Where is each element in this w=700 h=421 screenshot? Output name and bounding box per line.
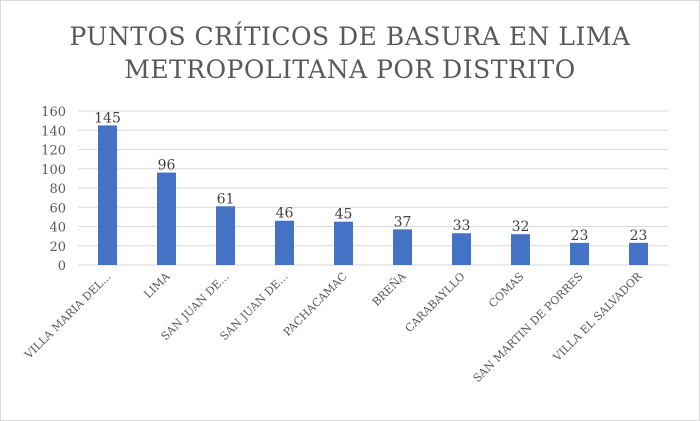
data-label: 32 xyxy=(512,219,530,235)
y-tick-label: 120 xyxy=(41,144,66,159)
chart-title: PUNTOS CRÍTICOS DE BASURA EN LIMA METROP… xyxy=(0,20,700,86)
y-tick-label: 80 xyxy=(49,182,66,197)
bar-2 xyxy=(216,206,235,265)
bar-5 xyxy=(393,229,412,265)
category-label: PACHACAMAC xyxy=(281,270,350,339)
y-tick-label: 60 xyxy=(49,201,66,216)
bar-6 xyxy=(452,233,471,265)
data-label: 45 xyxy=(335,207,353,223)
bar-0 xyxy=(98,125,117,265)
data-labels: 145 96 61 46 45 37 33 32 23 23 xyxy=(94,110,647,243)
bar-1 xyxy=(157,172,176,265)
bar-7 xyxy=(511,234,530,265)
chart-title-line-1: PUNTOS CRÍTICOS DE BASURA EN LIMA xyxy=(69,22,631,51)
y-tick-label: 20 xyxy=(49,240,66,255)
bar-3 xyxy=(275,220,294,265)
y-tick-label: 100 xyxy=(41,163,66,178)
category-label: VILLA MARIA DEL... xyxy=(22,270,114,362)
bar-4 xyxy=(334,221,353,265)
category-label: LIMA xyxy=(142,269,174,301)
data-label: 23 xyxy=(630,228,648,244)
data-label: 37 xyxy=(394,214,412,230)
data-label: 61 xyxy=(217,191,235,207)
category-label: BREÑA xyxy=(369,268,409,308)
data-label: 23 xyxy=(571,228,589,244)
bar-8 xyxy=(570,242,589,265)
gridlines xyxy=(78,110,668,266)
data-label: 96 xyxy=(158,158,176,174)
chart-title-line-2: METROPOLITANA POR DISTRITO xyxy=(124,55,576,84)
y-tick-label: 160 xyxy=(41,105,66,120)
data-label: 33 xyxy=(453,218,471,234)
y-axis-ticks: 0 20 40 60 80 100 120 140 160 xyxy=(41,105,66,274)
y-tick-label: 0 xyxy=(58,259,66,274)
y-tick-label: 140 xyxy=(41,124,66,139)
category-label: CARABAYLLO xyxy=(403,270,468,335)
data-label: 46 xyxy=(276,206,294,222)
category-label: COMAS xyxy=(486,270,526,310)
category-label: SAN MARTIN DE PORRES xyxy=(471,270,586,385)
data-label: 145 xyxy=(94,110,121,126)
bars xyxy=(98,125,648,265)
y-tick-label: 40 xyxy=(49,221,66,236)
bar-9 xyxy=(629,242,648,265)
